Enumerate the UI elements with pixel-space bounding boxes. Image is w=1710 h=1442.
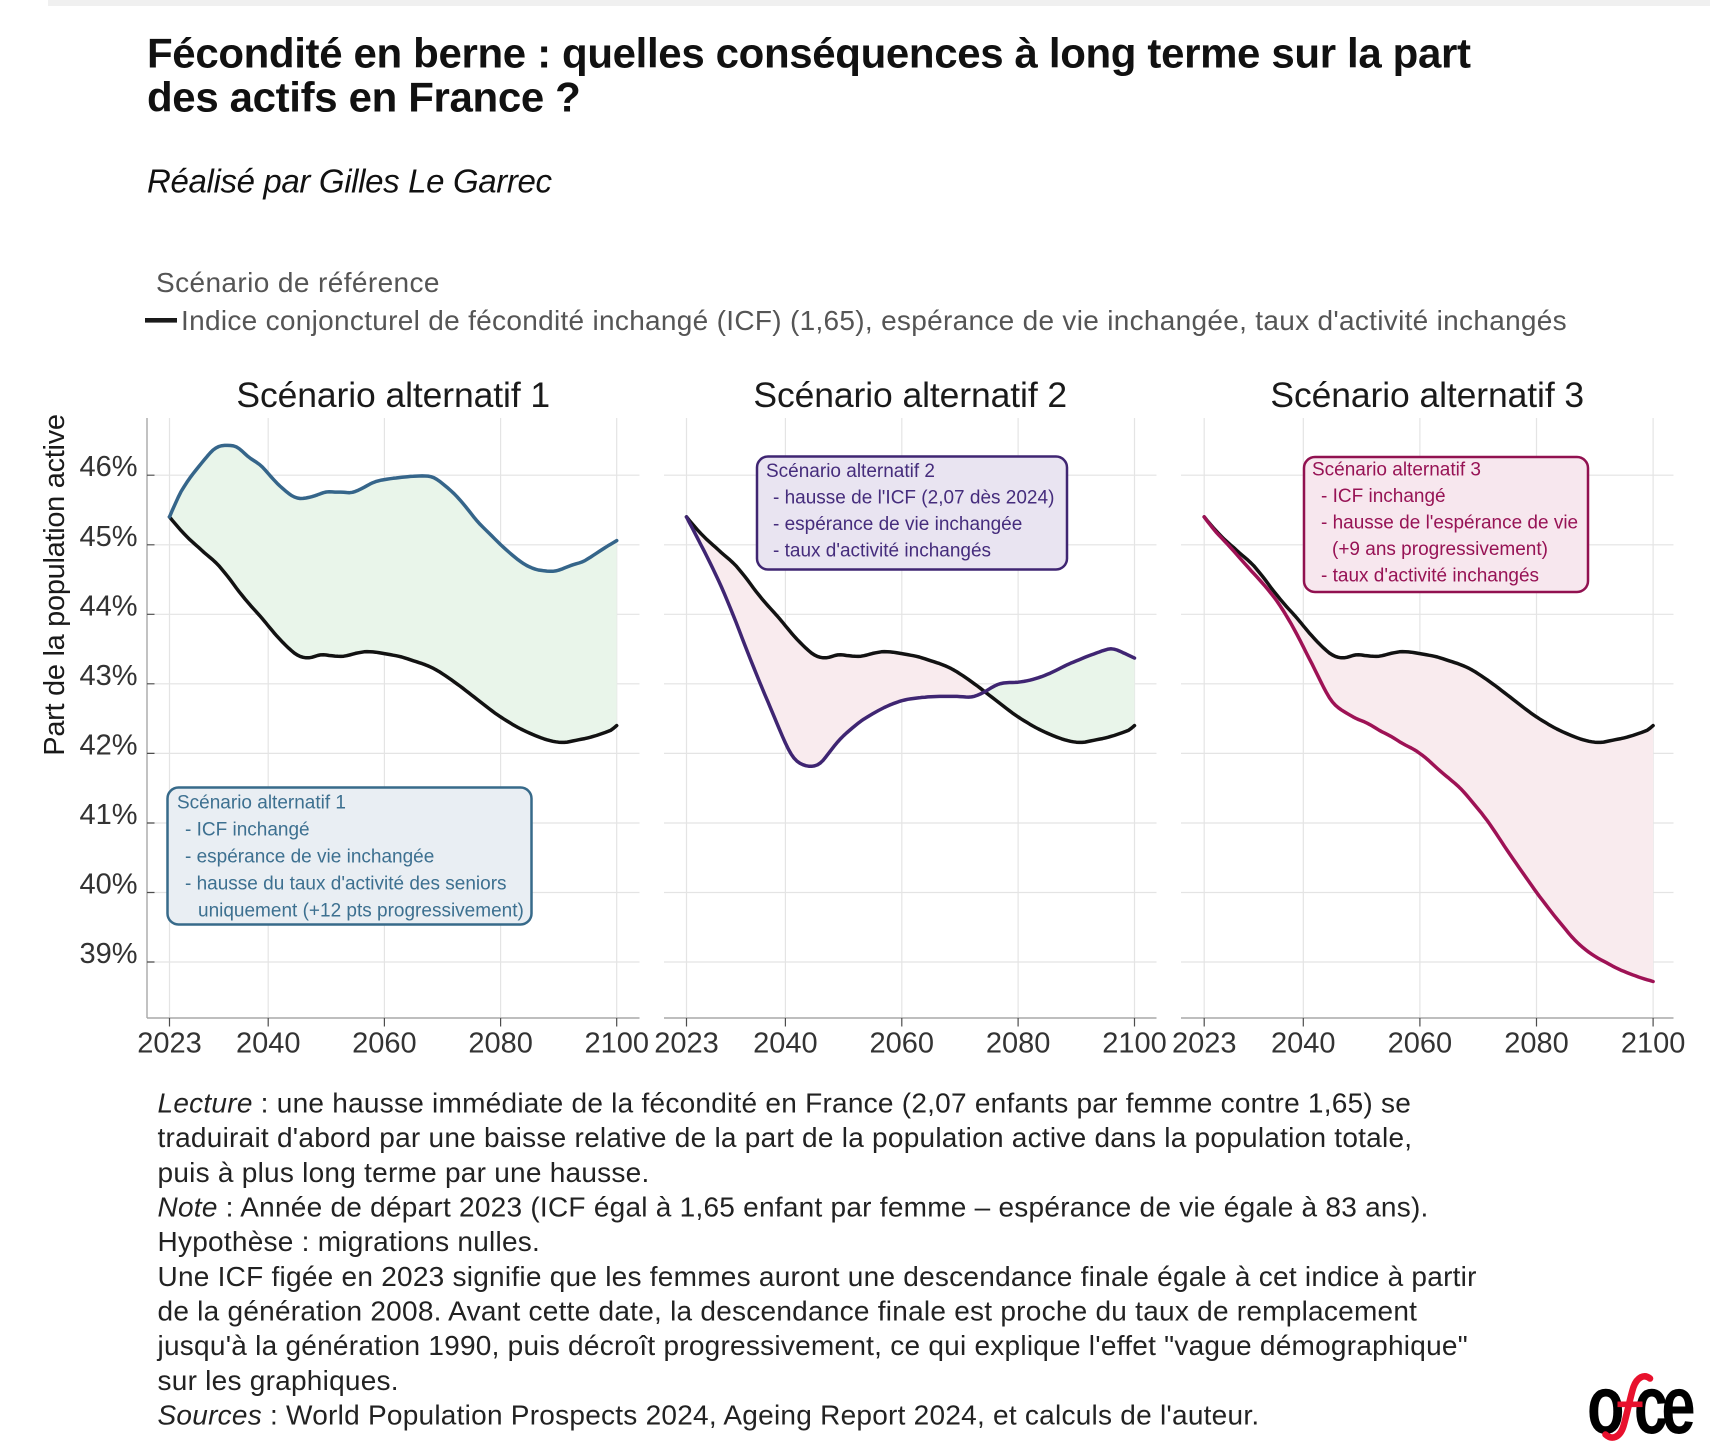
svg-text:jusqu'à la génération 1990, pu: jusqu'à la génération 1990, puis décroît… <box>157 1330 1468 1361</box>
svg-text:2060: 2060 <box>870 1028 935 1060</box>
svg-text:2060: 2060 <box>1388 1028 1453 1060</box>
svg-text:- espérance de vie inchangée: - espérance de vie inchangée <box>773 514 1022 535</box>
svg-text:43%: 43% <box>79 660 137 692</box>
svg-text:de la génération 2008. Avant c: de la génération 2008. Avant cette date,… <box>158 1296 1418 1327</box>
svg-text:41%: 41% <box>79 799 137 831</box>
svg-text:Part de la population active: Part de la population active <box>39 414 71 755</box>
svg-text:42%: 42% <box>79 729 137 761</box>
svg-text:40%: 40% <box>79 869 137 901</box>
svg-text:Une ICF figée en 2023 signifie: Une ICF figée en 2023 signifie que les f… <box>158 1261 1477 1292</box>
svg-text:44%: 44% <box>79 590 137 622</box>
svg-text:2100: 2100 <box>1621 1028 1686 1060</box>
svg-text:Hypothèse : migrations nulles.: Hypothèse : migrations nulles. <box>158 1226 541 1257</box>
svg-text:- hausse de l'espérance de vie: - hausse de l'espérance de vie <box>1321 513 1578 534</box>
svg-text:Scénario alternatif 1: Scénario alternatif 1 <box>177 793 346 814</box>
svg-text:2040: 2040 <box>753 1028 818 1060</box>
svg-text:Scénario alternatif 2: Scénario alternatif 2 <box>766 461 935 482</box>
svg-text:- espérance de vie inchangée: - espérance de vie inchangée <box>185 847 434 868</box>
svg-text:39%: 39% <box>79 938 137 970</box>
svg-text:2023: 2023 <box>1172 1028 1237 1060</box>
svg-text:puis à plus long terme par une: puis à plus long terme par une hausse. <box>158 1157 650 1188</box>
svg-text:2080: 2080 <box>1504 1028 1569 1060</box>
svg-text:2080: 2080 <box>468 1028 533 1060</box>
svg-text:2060: 2060 <box>352 1028 417 1060</box>
svg-text:2100: 2100 <box>584 1028 649 1060</box>
svg-text:Fécondité en berne : quelles c: Fécondité en berne : quelles conséquence… <box>147 30 1471 77</box>
svg-text:(+9 ans progressivement): (+9 ans progressivement) <box>1332 539 1548 560</box>
svg-text:- hausse du taux d'activité de: - hausse du taux d'activité des seniors <box>185 874 507 895</box>
svg-text:2080: 2080 <box>986 1028 1051 1060</box>
svg-text:ce: ce <box>1634 1359 1694 1442</box>
svg-text:Scénario alternatif 1: Scénario alternatif 1 <box>236 375 550 415</box>
svg-text:46%: 46% <box>79 451 137 483</box>
svg-text:2100: 2100 <box>1102 1028 1167 1060</box>
svg-text:Note : Année de départ 2023 (I: Note : Année de départ 2023 (ICF égal à … <box>158 1192 1429 1223</box>
svg-text:2023: 2023 <box>137 1028 202 1060</box>
svg-text:sur les graphiques.: sur les graphiques. <box>158 1365 399 1396</box>
svg-text:- ICF inchangé: - ICF inchangé <box>185 820 310 841</box>
svg-text:Scénario alternatif 3: Scénario alternatif 3 <box>1312 460 1481 481</box>
svg-text:Sources : World Population Pro: Sources : World Population Prospects 202… <box>158 1399 1260 1430</box>
svg-text:- hausse de l'ICF (2,07 dès 20: - hausse de l'ICF (2,07 dès 2024) <box>773 488 1054 509</box>
svg-text:- taux d'activité inchangés: - taux d'activité inchangés <box>1321 566 1539 587</box>
svg-text:- taux d'activité inchangés: - taux d'activité inchangés <box>773 541 991 562</box>
svg-text:2023: 2023 <box>654 1028 719 1060</box>
svg-text:45%: 45% <box>79 521 137 553</box>
svg-text:Scénario alternatif 3: Scénario alternatif 3 <box>1270 375 1584 415</box>
svg-text:Indice conjoncturel de fécondi: Indice conjoncturel de fécondité inchang… <box>181 305 1567 336</box>
svg-text:traduirait d'abord par une bai: traduirait d'abord par une baisse relati… <box>158 1122 1413 1153</box>
svg-text:- ICF inchangé: - ICF inchangé <box>1321 486 1446 507</box>
svg-text:Lecture : une hausse immédiate: Lecture : une hausse immédiate de la féc… <box>158 1088 1412 1119</box>
svg-text:Scénario de référence: Scénario de référence <box>156 267 440 298</box>
svg-text:uniquement (+12 pts progressiv: uniquement (+12 pts progressivement) <box>198 901 524 922</box>
svg-text:Scénario alternatif 2: Scénario alternatif 2 <box>753 375 1067 415</box>
svg-text:2040: 2040 <box>1271 1028 1336 1060</box>
svg-text:2040: 2040 <box>236 1028 301 1060</box>
svg-text:o: o <box>1587 1359 1625 1442</box>
svg-text:des actifs en France ?: des actifs en France ? <box>147 74 580 121</box>
svg-text:Réalisé par Gilles Le Garrec: Réalisé par Gilles Le Garrec <box>147 163 553 200</box>
